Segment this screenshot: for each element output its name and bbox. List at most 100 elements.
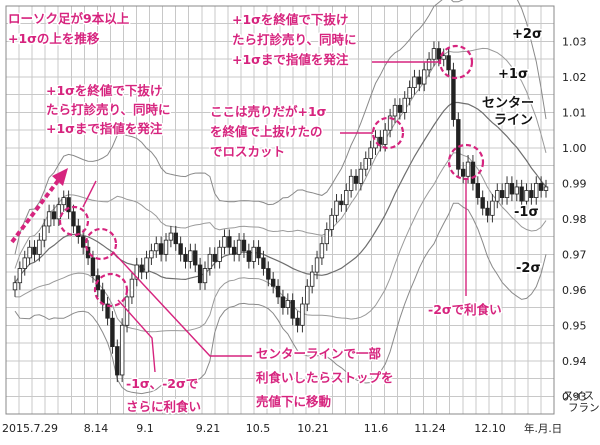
y-tick-label: 1.02 <box>562 71 587 84</box>
candle-body <box>270 278 276 287</box>
candle-body <box>407 87 412 99</box>
label-center-line: センターライン <box>482 96 534 128</box>
candle-body <box>426 58 432 71</box>
candle-body <box>183 253 188 262</box>
candle-body <box>324 229 329 245</box>
marker-circle-2 <box>84 227 118 261</box>
candle-body <box>504 182 510 198</box>
annotation-a3-line3: でロスカット <box>210 144 285 159</box>
candle-body <box>17 268 23 284</box>
candle-body <box>139 264 144 273</box>
y-tick-label: 1.01 <box>562 106 587 119</box>
candle-body <box>222 236 227 248</box>
candle-body <box>256 246 261 259</box>
candle-body <box>51 211 57 220</box>
candle-body <box>173 232 178 245</box>
candle-body <box>446 55 451 71</box>
candle-body <box>232 246 237 255</box>
candle-body <box>46 211 52 227</box>
annotation-a6-line1: -1σ、-2σで <box>126 376 198 391</box>
annotation-a4-line1: +1σを終値で下抜け <box>232 12 348 27</box>
candle-body <box>217 246 222 262</box>
pointer-line-a5 <box>113 252 252 357</box>
candle-body <box>285 300 291 308</box>
candle-body <box>197 264 203 284</box>
candle-body <box>154 243 159 252</box>
annotation-a1-line2: +1σの上を推移 <box>8 31 100 46</box>
annotation-a3: ここは売りだが+1σ を終値で上抜けたの でロスカット <box>209 103 329 161</box>
band-center-line <box>14 101 547 284</box>
candle-body <box>460 168 466 177</box>
annotation-a7-line1: -2σで利食い <box>428 302 502 317</box>
label-minus-2-sigma: -2σ <box>516 261 541 276</box>
candle-body <box>495 190 500 202</box>
annotation-a5-line1: センターラインで一部 <box>256 346 382 361</box>
y-tick-label: 0.94 <box>562 355 587 368</box>
candle-body <box>402 97 407 113</box>
label-plus-2-sigma: +2σ <box>512 27 542 42</box>
bollinger-bands <box>14 0 547 395</box>
candle-body <box>344 190 349 206</box>
candle-body <box>490 200 495 216</box>
candle-body <box>236 239 242 255</box>
y-axis-ticks: 1.03 1.02 1.01 1.00 0.99 0.98 0.97 0.96 0.95 0.94… <box>562 35 587 403</box>
y-tick-label: 0.93 <box>562 390 587 403</box>
y-tick-label: 0.95 <box>562 319 587 332</box>
candle-body <box>543 186 549 191</box>
candle-body <box>119 324 125 376</box>
candle-body <box>275 285 281 298</box>
candle-body <box>134 264 139 280</box>
x-axis-unit: 年.月.日 <box>524 422 562 435</box>
y-tick-label: 1.00 <box>562 142 587 155</box>
candle-body <box>66 197 71 213</box>
annotation-a6-line2: さらに利食い <box>126 399 201 414</box>
candle-body <box>129 278 135 298</box>
annotation-a7: -2σで利食い <box>427 301 504 319</box>
label-minus-1-sigma: -1σ <box>514 205 539 220</box>
y-tick-label: 0.99 <box>562 177 587 190</box>
candle-body <box>436 48 442 60</box>
candle-body <box>158 243 164 255</box>
annotation-a5: センターラインで一部 利食いしたらストップを 売値下に移動 <box>255 345 396 411</box>
candle-body <box>431 48 437 60</box>
annotation-a2-line2: たら打診売り、同時に <box>46 102 171 117</box>
x-tick-label: 2015.7.29 <box>2 422 58 435</box>
band-plus-2-sigma <box>14 0 547 255</box>
y-tick-label: 1.03 <box>562 35 587 48</box>
trend-arrow <box>10 168 68 244</box>
candle-body <box>329 214 334 230</box>
x-tick-label: 11.24 <box>414 422 446 435</box>
marker-circle-1 <box>58 205 90 237</box>
candle-body <box>149 250 154 259</box>
candle-body <box>202 268 208 284</box>
candle-body <box>90 257 96 277</box>
candle-body <box>358 168 364 184</box>
y-tick-label: 0.96 <box>562 284 587 297</box>
candle-body <box>451 69 456 120</box>
y-axis-unit: スイスフラン <box>563 390 600 414</box>
candle-body <box>71 211 76 227</box>
annotation-a4-line2: たら打診売り、同時に <box>232 32 357 47</box>
candle-body <box>37 239 42 255</box>
candle-body <box>168 232 174 241</box>
candle-body <box>251 246 256 262</box>
candle-body <box>22 257 27 269</box>
candle-body <box>509 182 515 195</box>
y-tick-label: 0.98 <box>562 213 587 226</box>
x-tick-label: 9.1 <box>136 422 154 435</box>
candle-body <box>115 346 120 376</box>
candle-body <box>514 186 519 195</box>
candle-body <box>319 243 325 259</box>
candle-body <box>465 161 471 177</box>
band-plus-1-sigma <box>14 47 547 269</box>
candle-body <box>519 186 524 202</box>
annotation-a5-line3: 売値下に移動 <box>256 394 331 409</box>
candle-body <box>227 236 232 248</box>
candle-body <box>56 204 62 220</box>
candle-body <box>295 317 300 326</box>
annotation-a5-line2: 利食いしたらストップを <box>256 370 394 385</box>
candle-body <box>524 190 529 202</box>
x-tick-label: 9.21 <box>196 422 221 435</box>
candle-body <box>363 158 368 170</box>
